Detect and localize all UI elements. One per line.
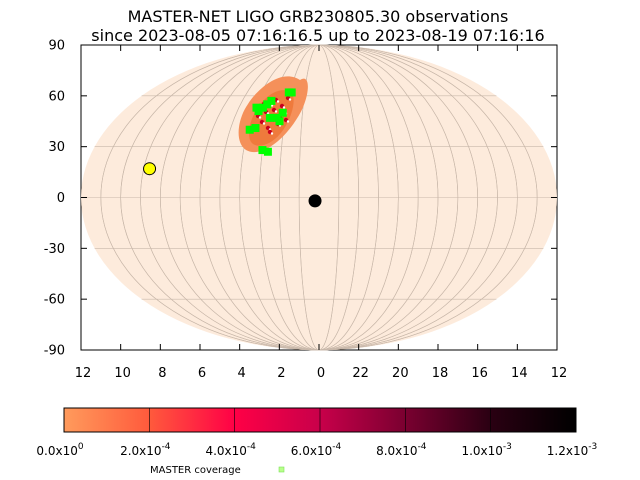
x-tick-label: 16 — [471, 366, 488, 381]
coverage-field — [284, 88, 293, 97]
colorbar-ticks: 0.0x100 2.0x10-4 4.0x10-4 6.0x10-4 8.0x10-4 1… — [36, 408, 597, 458]
x-tick-label: 12 — [551, 366, 568, 381]
hotspot-pixel — [270, 132, 274, 135]
x-tick-label: 12 — [75, 366, 92, 381]
coverage-field — [265, 113, 274, 122]
y-tick-label: 60 — [48, 89, 65, 104]
colorbar-label: 6.0x10-4 — [291, 442, 342, 458]
colorbar-label-exponent: -3 — [503, 442, 512, 452]
coverage-field — [267, 96, 276, 105]
colorbar-label-exponent: -4 — [247, 442, 256, 452]
y-tick-label: -30 — [44, 242, 65, 257]
hotspot-pixel — [258, 116, 262, 119]
coverage-field — [251, 124, 260, 133]
master-coverage-fields — [245, 88, 296, 156]
x-tick-label: 22 — [352, 366, 369, 381]
colorbar-label: 8.0x10-4 — [376, 442, 427, 458]
coverage-field — [263, 100, 272, 109]
colorbar-label-exponent: 0 — [78, 442, 84, 452]
legend-marker — [278, 466, 285, 473]
hotspot-pixel — [262, 122, 266, 125]
x-tick-label: 4 — [238, 366, 246, 381]
hotspot-pixel — [288, 98, 292, 101]
colorbar-label: 1.0x10-3 — [461, 442, 511, 458]
y-tick-label: -60 — [44, 293, 65, 308]
y-tick-label: -90 — [44, 344, 65, 359]
coverage-field — [275, 117, 284, 126]
moon-marker — [308, 194, 322, 208]
coverage-field — [258, 146, 267, 155]
colorbar-label-exponent: -4 — [418, 442, 427, 452]
x-tick-label: 2 — [277, 366, 285, 381]
x-tick-label: 18 — [432, 366, 449, 381]
x-axis: 12 10 8 6 4 2 0 22 20 18 16 14 12 — [75, 45, 568, 381]
coverage-field — [278, 108, 287, 117]
y-axis: 90 60 30 0 -30 -60 -90 — [44, 39, 557, 359]
hotspot-pixel — [282, 106, 286, 109]
x-tick-label: 10 — [114, 366, 131, 381]
colorbar-label: 1.2x10-3 — [547, 442, 597, 458]
coverage-field — [252, 103, 261, 112]
hotspot-pixel — [276, 100, 280, 103]
colorbar-label: 2.0x10-4 — [120, 442, 171, 458]
sun-marker — [143, 162, 157, 176]
y-tick-label: 0 — [57, 191, 65, 206]
hotspot-pixel — [274, 110, 278, 113]
coverage-field — [258, 103, 267, 112]
colorbar-label-exponent: -4 — [162, 442, 171, 452]
title-line-1: MASTER-NET LIGO GRB230805.30 observation… — [128, 7, 509, 26]
y-tick-label: 90 — [48, 39, 65, 54]
x-tick-label: 14 — [511, 366, 528, 381]
x-tick-label: 0 — [317, 366, 325, 381]
title-line-2: since 2023-08-05 07:16:16.5 up to 2023-0… — [91, 26, 544, 45]
legend-label: MASTER coverage — [150, 465, 241, 476]
hotspot-pixel — [286, 120, 290, 123]
y-tick-label: 30 — [48, 140, 65, 155]
colorbar-label: 4.0x10-4 — [205, 442, 256, 458]
coverage-field — [263, 147, 272, 156]
coverage-field — [245, 125, 254, 134]
x-tick-label: 8 — [158, 366, 166, 381]
colorbar-label: 0.0x100 — [36, 442, 83, 458]
colorbar-label-exponent: -4 — [332, 442, 341, 452]
x-tick-label: 20 — [392, 366, 409, 381]
x-tick-label: 6 — [198, 366, 206, 381]
colorbar-label-exponent: -3 — [588, 442, 597, 452]
